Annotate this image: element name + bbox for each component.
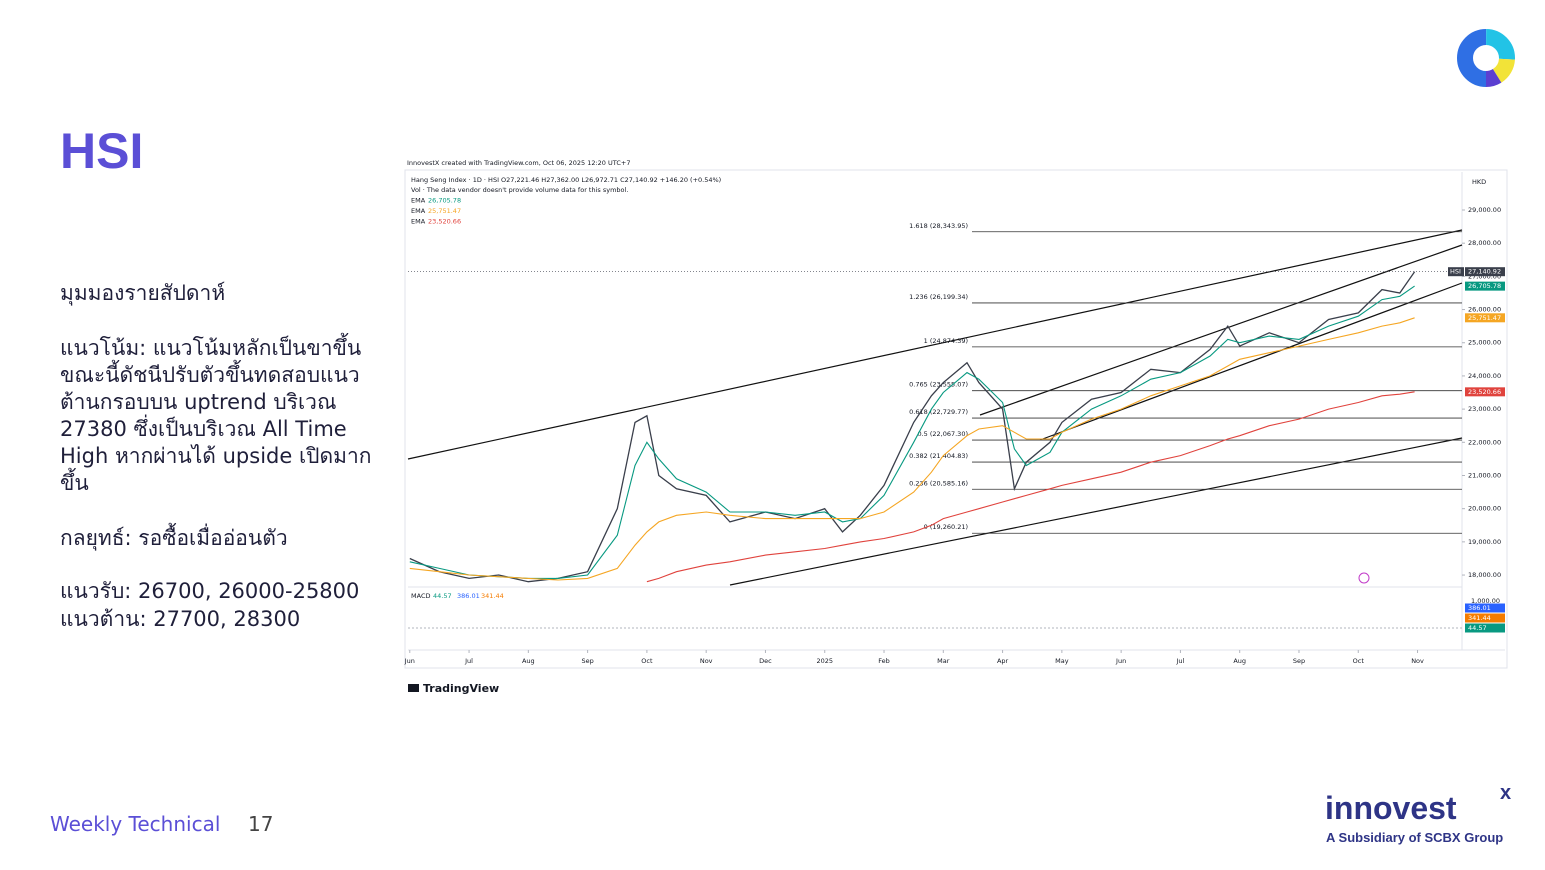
price-tag-label: 26,705.78	[1468, 282, 1501, 290]
brand: innovest	[1325, 790, 1457, 826]
logo-arc	[1457, 29, 1515, 87]
footer-label: Weekly Technical	[50, 812, 221, 836]
macd-tag-label: 44.57	[1468, 624, 1487, 632]
fib-label: 0.618 (22,729.77)	[909, 408, 968, 416]
legend-name: EMA	[411, 218, 426, 226]
macd-tag	[1465, 623, 1505, 633]
brand-mark: x	[1500, 782, 1512, 804]
y-tick-label: 23,000.00	[1468, 405, 1501, 413]
tv-logo-icon	[408, 684, 419, 692]
price-tag	[1465, 281, 1505, 291]
chart-subtitle: Vol · The data vendor doesn't provide vo…	[411, 186, 628, 194]
y-tick-label: 28,000.00	[1468, 239, 1501, 247]
fib-label: 0.382 (21,404.83)	[909, 452, 968, 460]
y-tick-label: 26,000.00	[1468, 306, 1501, 314]
x-tick-label: Aug	[522, 657, 535, 665]
macd-tick: 1,000.00	[1471, 597, 1500, 605]
x-tick-label: Mar	[937, 657, 950, 665]
resistance-text: แนวต้าน: 27700, 28300	[60, 607, 301, 631]
strategy-text: กลยุทธ์: รอซื้อเมื่ออ่อนตัว	[60, 526, 288, 550]
x-tick-label: Jun	[1115, 657, 1126, 665]
legend-name: EMA	[411, 207, 426, 215]
x-tick-label: Aug	[1233, 657, 1246, 665]
x-tick-label: May	[1055, 657, 1069, 665]
y-tick-label: 20,000.00	[1468, 505, 1501, 513]
x-tick-label: Sep	[1293, 657, 1305, 665]
price-tag	[1448, 267, 1464, 277]
series-line	[409, 271, 1416, 583]
price-tag	[1465, 387, 1505, 397]
channel-line	[407, 229, 1463, 460]
price-tag	[1465, 313, 1505, 323]
x-tick-label: Nov	[1411, 657, 1424, 665]
x-tick-label: Sep	[581, 657, 593, 665]
trend-text: แนวโน้ม: แนวโน้มหลักเป็นขาขึ้น ขณะนี้ดัช…	[60, 336, 372, 495]
y-tick-label: 21,000.00	[1468, 471, 1501, 479]
x-tick-label: Dec	[759, 657, 772, 665]
chart: InnovestX created with TradingView.com, …	[404, 159, 1508, 695]
y-tick-label: 22,000.00	[1468, 438, 1501, 446]
y-tick-label: 27,000.00	[1468, 272, 1501, 280]
price-tag-label: 23,520.66	[1468, 388, 1501, 396]
price-tag-label: 25,751.47	[1468, 314, 1501, 322]
alert-icon	[1358, 572, 1370, 584]
fib-label: 0.236 (20,585.16)	[909, 479, 968, 487]
legend-value: 25,751.47	[428, 207, 461, 215]
page-number: 17	[248, 812, 274, 836]
support-text: แนวรับ: 26700, 26000-25800	[60, 579, 360, 603]
y-tick-label: 18,000.00	[1468, 571, 1501, 579]
chart-credit: InnovestX created with TradingView.com, …	[407, 159, 630, 167]
price-tag-label: 27,140.92	[1468, 268, 1501, 276]
x-tick-label: Jun	[404, 657, 415, 665]
tagline: A Subsidiary of SCBX Group	[1326, 830, 1504, 845]
y-tick-label: 19,000.00	[1468, 538, 1501, 546]
slide-title: HSI	[60, 123, 144, 179]
legend-value: 26,705.78	[428, 197, 461, 205]
y-tick-label: 24,000.00	[1468, 372, 1501, 380]
logo	[1457, 29, 1515, 87]
y-tick-label: 25,000.00	[1468, 339, 1501, 347]
heading: มุมมองรายสัปดาห์	[60, 281, 226, 305]
chart-frame	[404, 169, 1508, 669]
channel-line	[1039, 282, 1463, 441]
channel-line	[729, 437, 1463, 586]
series-line	[646, 391, 1415, 583]
x-tick-label: Oct	[1353, 657, 1365, 665]
x-tick-label: Jul	[464, 657, 473, 665]
chart-title: Hang Seng Index · 1D · HSI O27,221.46 H2…	[411, 176, 721, 184]
logo-arc	[1457, 29, 1515, 87]
macd-tag-label: 341.44	[1468, 614, 1491, 622]
x-tick-label: Jul	[1175, 657, 1184, 665]
currency: HKD	[1472, 178, 1486, 186]
macd-header-value: 386.01	[457, 592, 480, 600]
fib-label: 0.5 (22,067.30)	[917, 430, 968, 438]
tv-brand: TradingView	[423, 682, 499, 695]
legend-value: 23,520.66	[428, 218, 461, 226]
y-tick-label: 29,000.00	[1468, 206, 1501, 214]
price-tag-name: HSI	[1450, 268, 1461, 276]
x-tick-label: Oct	[641, 657, 653, 665]
fib-label: 1.236 (26,199.34)	[909, 293, 968, 301]
macd-header-value: 341.44	[481, 592, 504, 600]
channel-line	[979, 244, 1463, 416]
x-tick-label: Nov	[700, 657, 713, 665]
macd-tag	[1465, 613, 1505, 623]
macd-tag	[1465, 603, 1505, 613]
macd-header-value: 44.57	[433, 592, 452, 600]
fib-label: 1 (24,874.39)	[924, 337, 968, 345]
fib-label: 1.618 (28,343.95)	[909, 222, 968, 230]
x-tick-label: Feb	[878, 657, 890, 665]
fib-label: 0.765 (23,555.07)	[909, 381, 968, 389]
legend-name: EMA	[411, 197, 426, 205]
x-tick-label: 2025	[816, 657, 833, 665]
macd-name: MACD	[411, 592, 430, 600]
price-tag	[1465, 267, 1505, 277]
macd-tag-label: 386.01	[1468, 604, 1491, 612]
series-line	[409, 317, 1415, 581]
series-line	[409, 285, 1415, 579]
fib-label: 0 (19,260.21)	[924, 523, 968, 531]
x-tick-label: Apr	[997, 657, 1009, 665]
